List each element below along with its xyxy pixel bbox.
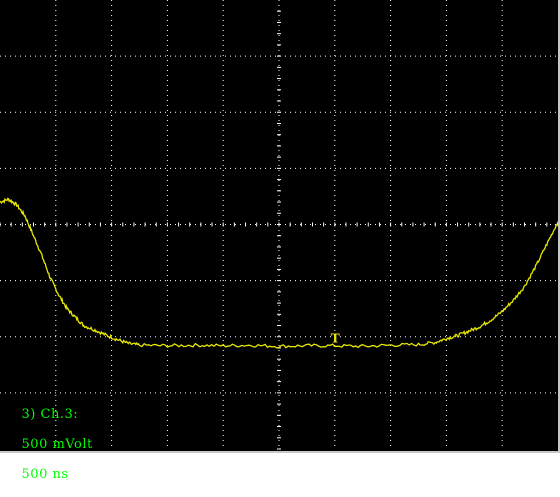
graticule: [0, 0, 558, 450]
signal-trace: [0, 197, 558, 349]
volts-per-div: 500 mVolt: [21, 437, 93, 452]
oscilloscope-screen: T 3) Ch.3: 500 mVolt 500 ns: [0, 0, 560, 482]
channel-readout: 3) Ch.3: 500 mVolt 500 ns: [3, 392, 93, 497]
trace-layer: [0, 197, 558, 349]
time-per-div: 500 ns: [21, 467, 69, 482]
scope-display: T: [0, 0, 558, 450]
trigger-marker-label: T: [331, 332, 340, 346]
channel-label: 3) Ch.3:: [21, 407, 79, 422]
